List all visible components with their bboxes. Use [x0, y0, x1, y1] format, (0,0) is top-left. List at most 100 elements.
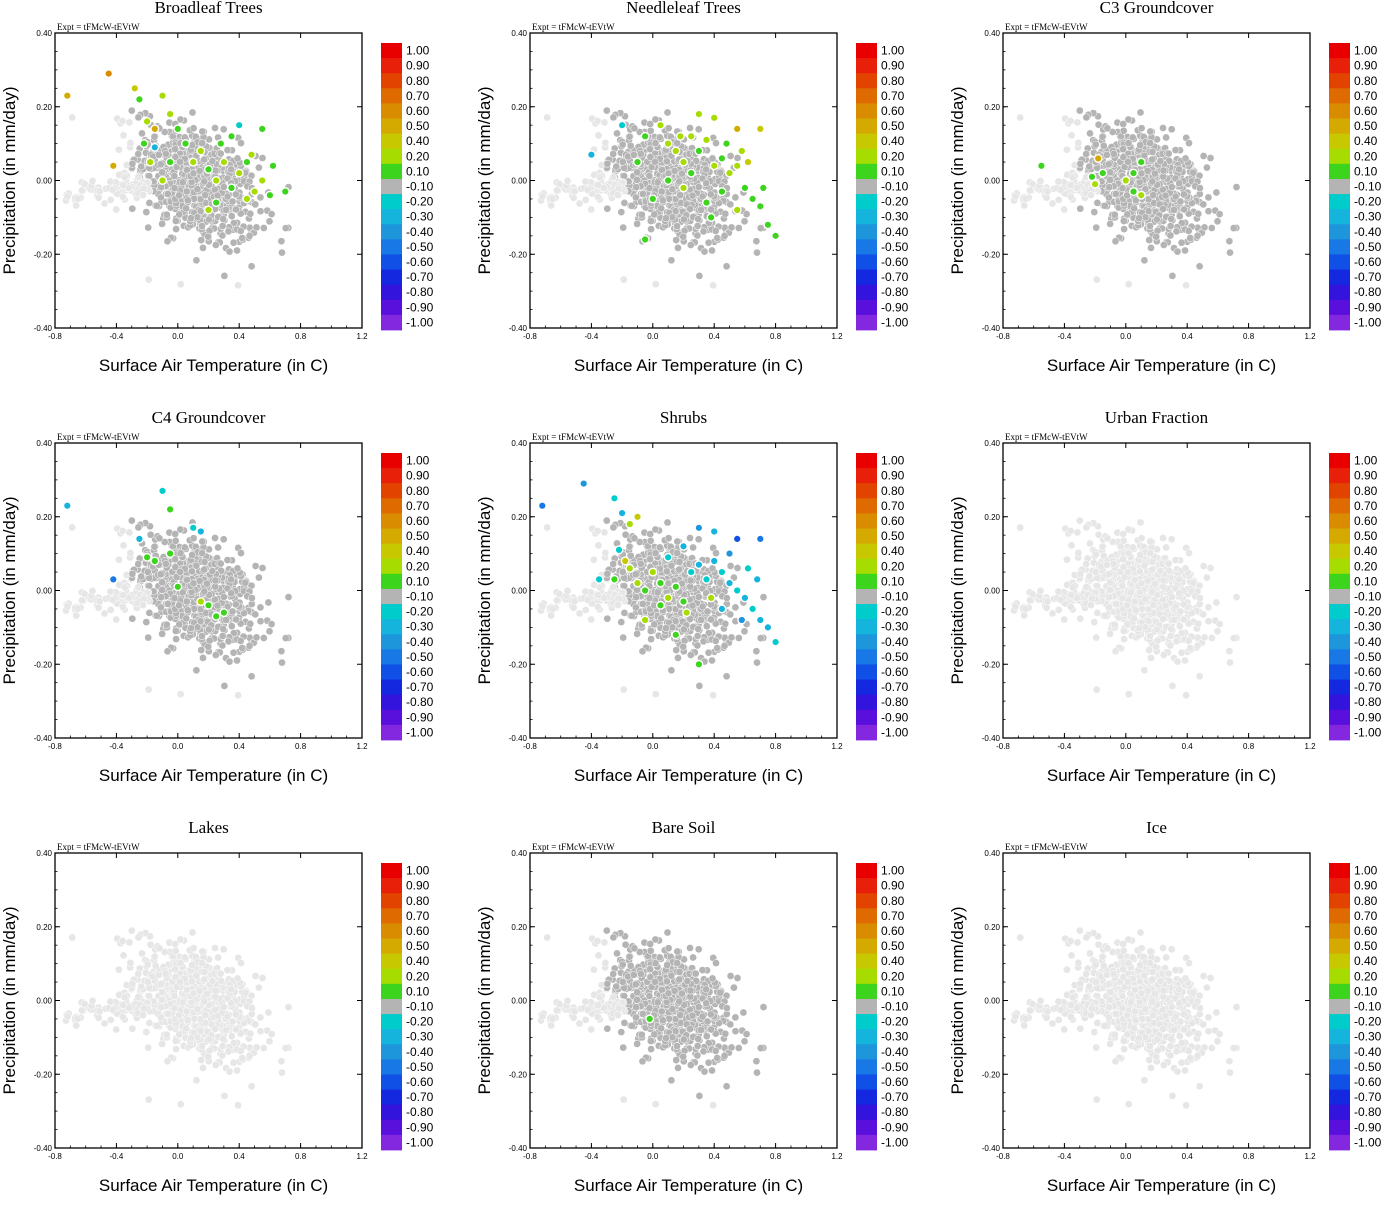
colorbar-label: 1.00 — [406, 454, 430, 468]
scatter-point — [220, 215, 227, 222]
scatter-point — [176, 621, 183, 628]
scatter-point — [673, 223, 680, 230]
y-axis-label: Precipitation (in mm/day) — [0, 86, 19, 274]
scatter-point — [1086, 163, 1093, 170]
colored-point — [664, 554, 672, 562]
colorbar-label: -0.50 — [406, 240, 434, 254]
scatter-point — [695, 625, 702, 632]
scatter-point — [230, 649, 237, 656]
y-tick-label: 0.20 — [984, 103, 1000, 112]
colored-point — [197, 598, 205, 606]
colorbar: 1.000.900.800.700.600.500.400.200.10-0.1… — [381, 43, 434, 330]
scatter-point — [647, 146, 654, 153]
colored-point — [1091, 180, 1099, 188]
colored-point — [159, 487, 167, 495]
scatter-point — [235, 282, 242, 289]
scatter-point — [708, 206, 715, 213]
scatter-point — [176, 192, 183, 199]
scatter-point — [707, 191, 714, 198]
scatter-point — [184, 197, 191, 204]
colored-point — [749, 605, 757, 613]
colorbar-label: 0.90 — [406, 469, 430, 483]
scatter-point — [1196, 263, 1203, 270]
scatter-point — [95, 194, 102, 201]
scatter-point — [187, 215, 194, 222]
panel-title: Broadleaf Trees — [154, 0, 262, 17]
scatter-points — [1010, 517, 1240, 699]
scatter-point — [230, 239, 237, 246]
scatter-point — [140, 595, 147, 602]
colored-point — [174, 583, 182, 591]
scatter-point — [101, 610, 108, 617]
colorbar-label: 0.80 — [881, 484, 905, 498]
scatter-point — [668, 257, 675, 264]
scatter-point — [658, 205, 665, 212]
scatter-point — [1074, 119, 1081, 126]
scatter-point — [728, 634, 735, 641]
scatter-point — [1125, 281, 1132, 288]
colored-point — [695, 110, 703, 118]
scatter-point — [81, 590, 88, 597]
y-tick-label: -0.20 — [982, 250, 1001, 259]
scatter-point — [205, 626, 212, 633]
scatter-point — [120, 132, 127, 139]
scatter-point — [571, 188, 578, 195]
scatter-point — [639, 600, 646, 607]
scatter-point — [1083, 114, 1090, 121]
colorbar-swatch — [1329, 119, 1350, 135]
colored-point — [680, 184, 688, 192]
scatter-point — [1063, 146, 1070, 153]
colorbar-swatch — [1329, 179, 1350, 195]
scatter-point — [1187, 234, 1194, 241]
colorbar-swatch — [856, 604, 877, 620]
colored-point — [757, 125, 765, 133]
colorbar-label: 0.40 — [406, 134, 430, 148]
scatter-point — [652, 526, 659, 533]
colorbar-label: 0.60 — [1354, 104, 1378, 118]
panel-title: Urban Fraction — [1105, 408, 1209, 427]
scatter-point — [613, 130, 620, 137]
colored-point — [618, 121, 626, 129]
scatter-point — [183, 188, 190, 195]
scatter-point — [157, 194, 164, 201]
scatter-point — [1103, 151, 1110, 158]
x-tick-label: -0.8 — [48, 332, 62, 341]
scatter-point — [678, 170, 685, 177]
colorbar-label: 0.20 — [881, 559, 905, 573]
scatter-point — [259, 154, 266, 161]
scatter-point — [205, 643, 212, 650]
scatter-point — [648, 636, 655, 643]
scatter-point — [220, 625, 227, 632]
scatter-point — [172, 146, 179, 153]
scatter-point — [757, 635, 764, 642]
scatter-point — [694, 222, 701, 229]
scatter-point — [595, 132, 602, 139]
colorbar-label: -0.20 — [406, 195, 434, 209]
scatter-point — [1012, 193, 1019, 200]
y-tick-label: 0.20 — [511, 103, 527, 112]
scatter-point — [73, 202, 80, 209]
scatter-point — [285, 594, 292, 601]
scatter-point — [221, 272, 228, 279]
colorbar-label: -0.70 — [406, 680, 434, 694]
scatter-point — [1063, 556, 1070, 563]
scatter-point — [549, 195, 556, 202]
colored-point — [757, 616, 765, 624]
colorbar-swatch — [856, 574, 877, 590]
colored-point — [657, 602, 665, 610]
colorbar-swatch — [1329, 164, 1350, 180]
scatter-point — [215, 544, 222, 551]
y-tick-label: -0.20 — [34, 660, 53, 669]
scatter-point — [282, 635, 289, 642]
scatter-point — [1125, 116, 1132, 123]
scatter-point — [209, 158, 216, 165]
x-axis-label: Surface Air Temperature (in C) — [574, 766, 803, 785]
x-tick-label: 0.4 — [709, 332, 721, 341]
scatter-point — [588, 206, 595, 213]
scatter-point — [619, 568, 626, 575]
scatter-point — [680, 643, 687, 650]
scatter-point — [119, 603, 126, 610]
scatter-point — [1194, 232, 1201, 239]
scatter-point — [1185, 140, 1192, 147]
colorbar-label: -0.20 — [406, 605, 434, 619]
